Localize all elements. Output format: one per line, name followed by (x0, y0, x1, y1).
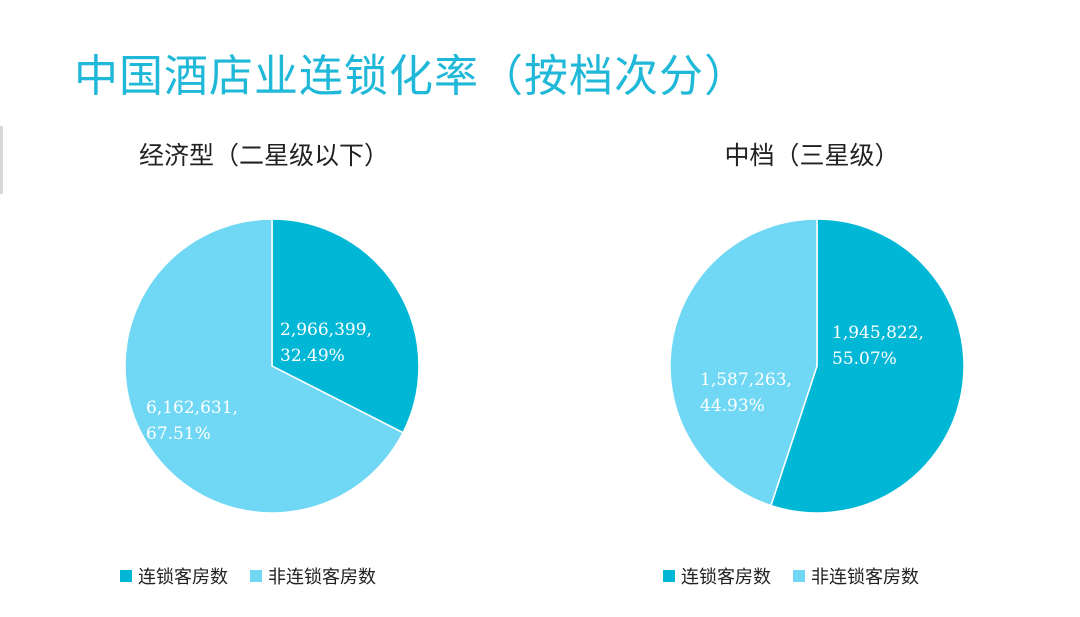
pie-slice-chain (271, 218, 420, 434)
legend-label-non-chain: 非连锁客房数 (811, 567, 919, 588)
pie-chart-2: 中档（三星级） 1,945,822, 55.07% 1,587,263, 44.93% 连… (663, 141, 965, 588)
chart-title: 经济型（二星级以下） (139, 141, 389, 170)
slice-label-chain: 2,966,399, 32.49% (280, 320, 372, 366)
pie-slice-non-chain (669, 218, 818, 507)
legend-label-chain: 连锁客房数 (138, 567, 228, 588)
legend-swatch-non-chain (250, 570, 262, 582)
slide-edge-marker (0, 126, 3, 194)
legend-swatch-chain (663, 570, 675, 582)
chart-title: 中档（三星级） (724, 141, 899, 170)
slice-label-non-chain: 1,587,263, 44.93% (700, 370, 792, 416)
legend-swatch-chain (120, 570, 132, 582)
pie-chart-1: 经济型（二星级以下） 2,966,399, 32.49% 6,162,631, 67.5… (120, 141, 420, 588)
slice-label-chain: 1,945,822, 55.07% (832, 323, 924, 369)
legend-label-chain: 连锁客房数 (681, 567, 771, 588)
legend-label-non-chain: 非连锁客房数 (268, 567, 376, 588)
slide-title: 中国酒店业连锁化率（按档次分） (74, 51, 749, 102)
slice-label-non-chain: 6,162,631, 67.51% (146, 398, 238, 444)
pie-slice-chain (769, 218, 965, 514)
pie-slice-non-chain (124, 218, 405, 514)
legend-swatch-non-chain (793, 570, 805, 582)
